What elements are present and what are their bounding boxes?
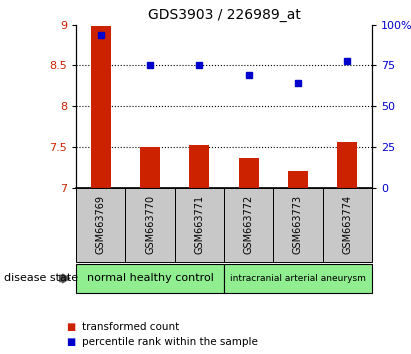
- Bar: [239, 158, 259, 188]
- Text: GSM663770: GSM663770: [145, 195, 155, 255]
- Text: GSM663769: GSM663769: [96, 195, 106, 254]
- Title: GDS3903 / 226989_at: GDS3903 / 226989_at: [148, 8, 300, 22]
- Bar: [91, 27, 111, 188]
- Text: GSM663771: GSM663771: [194, 195, 204, 255]
- Bar: [189, 145, 209, 188]
- Text: GSM663773: GSM663773: [293, 195, 303, 255]
- Text: percentile rank within the sample: percentile rank within the sample: [82, 337, 258, 347]
- Text: disease state: disease state: [4, 273, 78, 284]
- Text: intracranial arterial aneurysm: intracranial arterial aneurysm: [230, 274, 366, 283]
- Text: GSM663774: GSM663774: [342, 195, 352, 255]
- Bar: [140, 147, 160, 188]
- Text: normal healthy control: normal healthy control: [87, 273, 213, 284]
- Bar: [288, 171, 308, 188]
- Text: transformed count: transformed count: [82, 322, 180, 332]
- Text: ■: ■: [66, 337, 75, 347]
- Text: ■: ■: [66, 322, 75, 332]
- Bar: [337, 142, 357, 188]
- Text: GSM663772: GSM663772: [244, 195, 254, 255]
